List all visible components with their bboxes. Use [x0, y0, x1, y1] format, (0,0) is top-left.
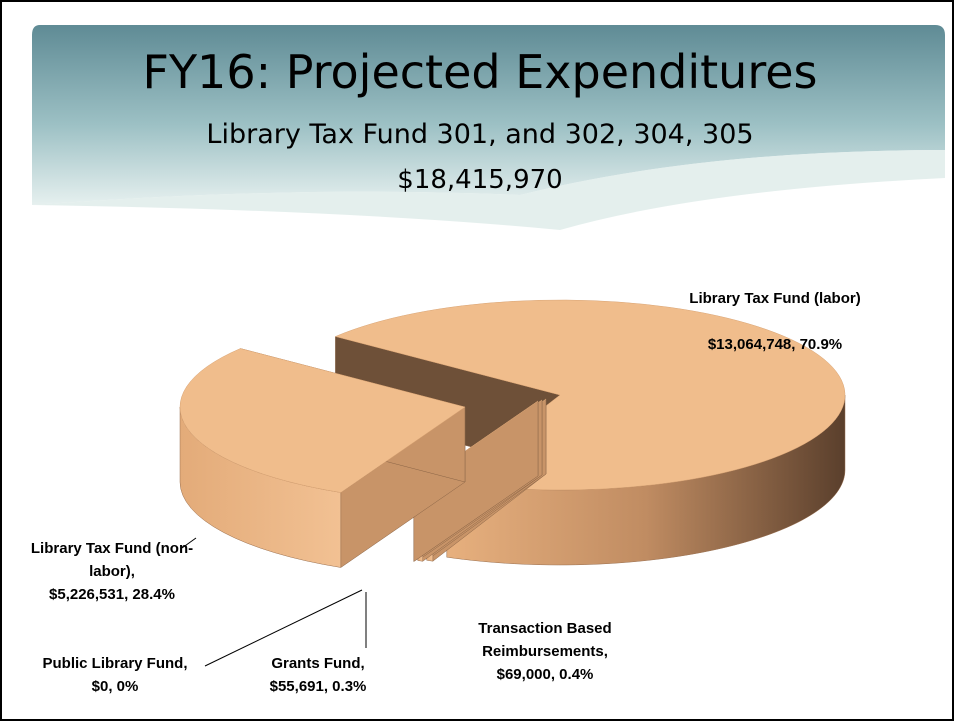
slice-value-label: $55,691, 0.3% — [269, 678, 367, 695]
slice-label: Public Library Fund, — [42, 655, 188, 672]
total-annotation: $18,415,970 — [397, 165, 562, 195]
chart-title: FY16: Projected Expenditures — [143, 45, 818, 99]
slice-value-label: $5,226,531, 28.4% — [49, 586, 175, 603]
slice — [334, 299, 846, 491]
pie — [179, 299, 846, 568]
slice-label: Transaction Based Reimbursements, — [478, 620, 612, 660]
slice-label: Library Tax Fund (labor) — [689, 290, 861, 307]
header-band — [32, 25, 945, 205]
slice-label: Library Tax Fund (non-labor), — [30, 540, 194, 580]
leader-line — [204, 589, 363, 667]
header-wave — [32, 150, 945, 230]
leader-line — [181, 537, 197, 549]
slice-value-label: $0, 0% — [91, 678, 139, 695]
slice — [179, 348, 466, 493]
slice-label: Grants Fund, — [271, 655, 365, 672]
slice-value-label: $13,064,748, 70.9% — [707, 336, 843, 353]
slice-value-label: $69,000, 0.4% — [496, 666, 594, 683]
leader-lines — [181, 537, 367, 667]
slice — [179, 348, 466, 568]
chart-subtitle: Library Tax Fund 301, and 302, 304, 305 — [206, 119, 753, 150]
